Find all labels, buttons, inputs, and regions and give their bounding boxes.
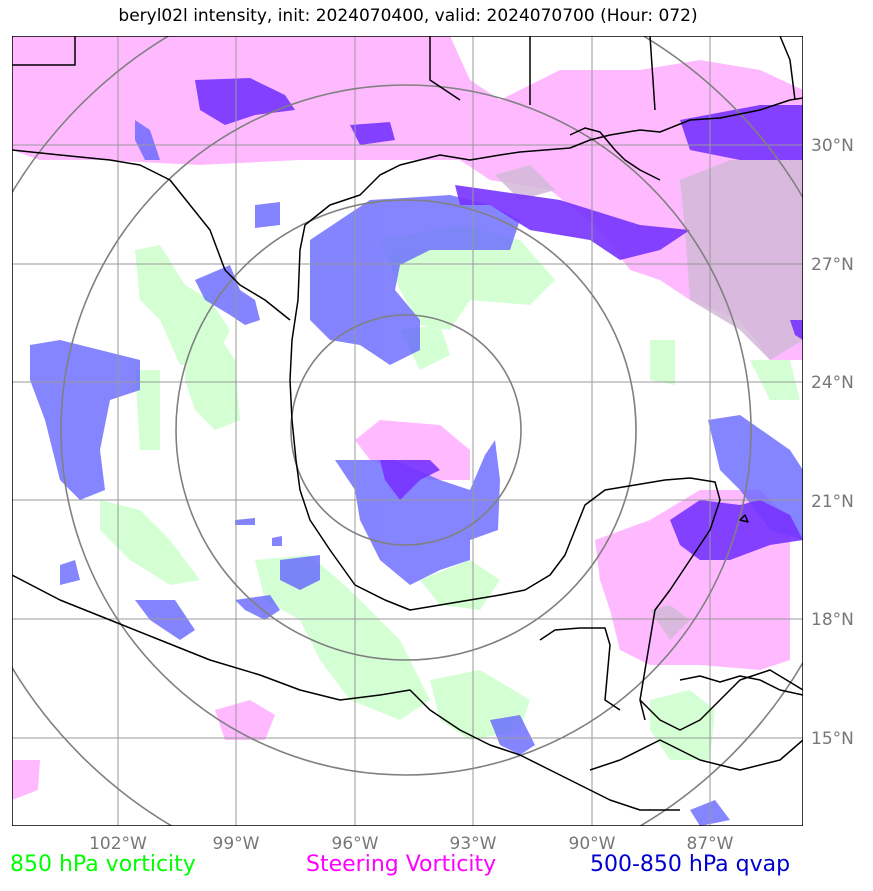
qvap-fields (30, 120, 803, 826)
legend-qvap: 500-850 hPa qvap (590, 852, 791, 877)
lat-label: 18°N (811, 610, 854, 630)
overlap-fields (195, 78, 803, 560)
lon-label: 87°W (687, 834, 734, 854)
lat-label: 27°N (811, 255, 854, 275)
lat-label: 30°N (811, 136, 854, 156)
map-title: beryl02l intensity, init: 2024070400, va… (118, 6, 698, 26)
lon-label: 90°W (569, 834, 616, 854)
mixed-field (495, 160, 803, 640)
legend-steering-vorticity: Steering Vorticity (306, 852, 497, 877)
lon-label: 96°W (332, 834, 379, 854)
lat-label: 15°N (811, 729, 854, 749)
longitude-labels: 102°W 99°W 96°W 93°W 90°W 87°W (89, 834, 734, 854)
lon-label: 99°W (213, 834, 260, 854)
graticule (12, 36, 803, 826)
legend-850-vorticity: 850 hPa vorticity (10, 852, 196, 877)
coastlines (12, 36, 803, 811)
lat-label: 21°N (811, 492, 854, 512)
lon-label: 93°W (450, 834, 497, 854)
lon-label: 102°W (89, 834, 147, 854)
lat-label: 24°N (811, 373, 854, 393)
vort850-fields (100, 225, 800, 760)
latitude-labels: 30°N 27°N 24°N 21°N 18°N 15°N (811, 136, 854, 749)
